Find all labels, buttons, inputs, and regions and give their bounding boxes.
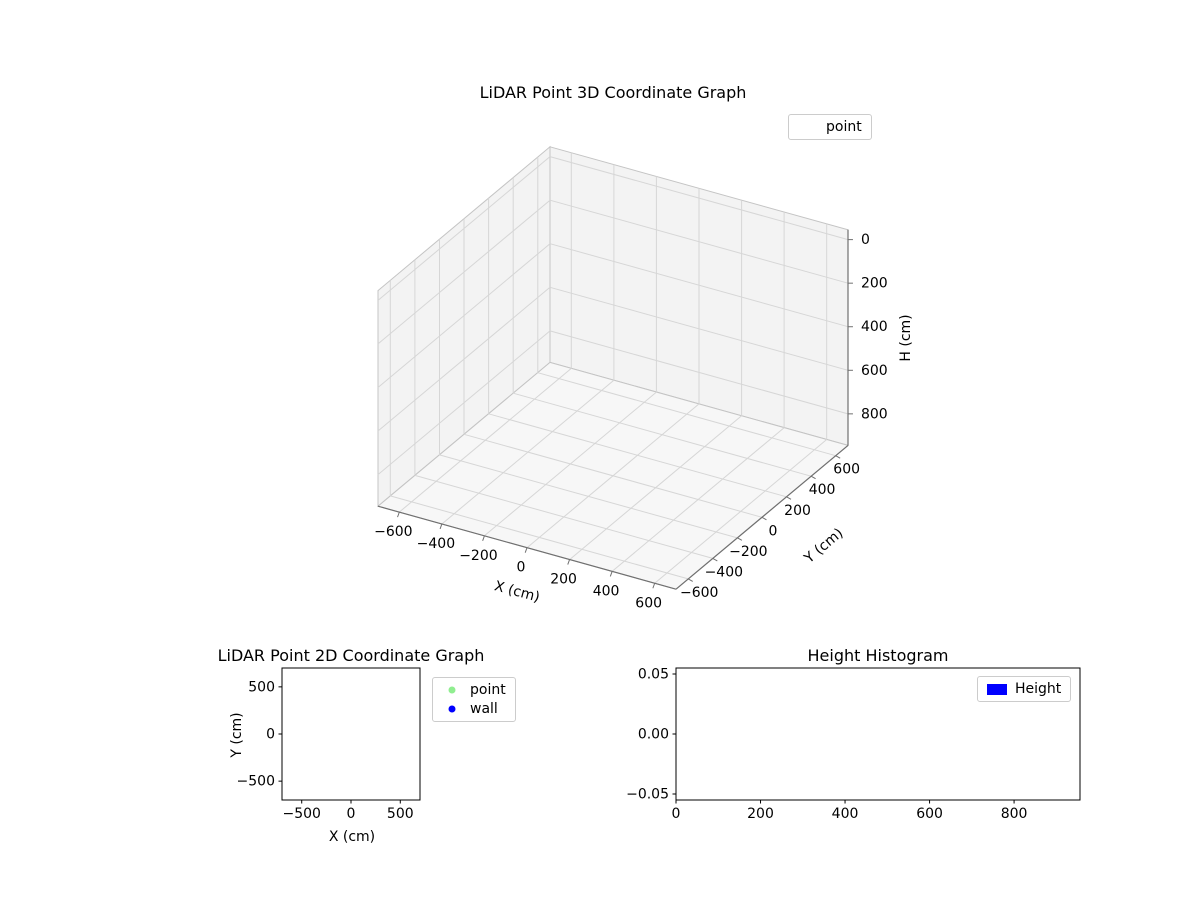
x-tick-label: 200 [550, 572, 577, 588]
legend-item-point: point [442, 682, 506, 698]
point-marker-icon [442, 685, 462, 696]
z-tick-label: 0 [861, 232, 870, 248]
x-tick-label: 0 [347, 806, 356, 822]
legend-handle-empty [798, 122, 818, 133]
x-tick-label: −200 [459, 548, 497, 564]
y-tick [810, 475, 816, 480]
z-gridline [377, 286, 551, 432]
z-gridline [377, 330, 551, 475]
y-tick [835, 455, 841, 459]
chart2d: −500 0 500 −500 0 500 [237, 667, 421, 822]
y-gridline [488, 413, 787, 498]
x-tick-label: 600 [916, 806, 943, 822]
chart3d-legend: point [788, 114, 872, 140]
y-tick [786, 496, 792, 500]
z-tick-label: 400 [861, 319, 888, 335]
x-tick-label: 0 [517, 560, 526, 576]
z-gridline [549, 286, 849, 371]
chart3d-zlabel: H (cm) [898, 314, 914, 362]
y-tick [712, 557, 718, 562]
chart2d-xlabel: X (cm) [328, 829, 376, 845]
x-tick-label: 400 [832, 806, 859, 822]
legend-item-height: Height [987, 681, 1061, 697]
y-tick-label: 0 [768, 523, 777, 539]
blue-rect-icon [987, 683, 1007, 695]
chart2d-title: LiDAR Point 2D Coordinate Graph [217, 646, 485, 665]
legend-label: point [470, 682, 506, 698]
legend-item-point: point [798, 119, 862, 135]
histogram-title: Height Histogram [807, 646, 949, 665]
y-tick-label: −500 [237, 774, 275, 790]
y-tick-label: 500 [248, 679, 275, 695]
z-gridline [377, 199, 551, 345]
y-tick-label: −0.05 [626, 787, 669, 803]
legend-label: Height [1015, 681, 1062, 697]
y-tick-label: 200 [784, 503, 811, 519]
z-gridline [377, 243, 551, 388]
legend-label: point [826, 119, 862, 135]
x-tick [652, 583, 656, 589]
y-tick [687, 578, 693, 582]
y-tick-label: −400 [705, 564, 743, 580]
legend-label: wall [470, 701, 498, 717]
z-tick-label: 800 [861, 406, 888, 422]
y-tick [761, 516, 767, 521]
z-gridline [549, 156, 849, 241]
x-tick [397, 511, 400, 518]
z-gridline [549, 243, 849, 328]
y-tick [737, 537, 743, 541]
y-tick-label: 400 [809, 482, 836, 498]
y-tick-label: 0.05 [638, 667, 669, 683]
x-tick-label: 600 [635, 595, 662, 611]
y-gridline [414, 474, 713, 559]
green-dot-icon [448, 686, 456, 694]
z-gridline [549, 330, 849, 415]
x-tick-label: −400 [417, 536, 455, 552]
y-tick-label: −200 [729, 544, 767, 560]
chart2d-ylabel: Y (cm) [229, 712, 245, 758]
x-tick [482, 535, 485, 542]
z-tick-label: 600 [861, 363, 888, 379]
y-gridline [390, 495, 689, 580]
axes-frame [281, 667, 421, 801]
y-tick-label: 0 [266, 727, 275, 743]
y-tick-label: 600 [833, 462, 860, 478]
x-tick-label: 800 [1001, 806, 1028, 822]
x-tick-label: 0 [672, 806, 681, 822]
chart3d: −600−400−2000200400600−600−400−200020040… [374, 145, 888, 611]
y-tick-label: 0.00 [638, 727, 669, 743]
z-tick-label: 200 [861, 276, 888, 292]
x-tick-label: −600 [374, 524, 412, 540]
z-gridline [377, 156, 551, 301]
x-tick-label: −500 [282, 806, 320, 822]
y-gridline [537, 372, 836, 457]
x-tick-label: 400 [593, 583, 620, 599]
y-gridline [439, 454, 738, 539]
blue-dot-icon [448, 705, 456, 713]
x-tick [439, 523, 443, 530]
legend-item-wall: wall [442, 701, 506, 717]
wall-marker-icon [442, 704, 462, 715]
y-gridline [463, 433, 763, 518]
height-bar-icon [987, 683, 1007, 695]
x-tick [609, 571, 613, 577]
z-gridline [549, 199, 849, 284]
x-tick-label: 200 [747, 806, 774, 822]
y-gridline [513, 392, 812, 477]
histogram-legend: Height [977, 676, 1072, 702]
x-tick [567, 559, 571, 565]
x-tick [524, 547, 528, 553]
chart3d-title: LiDAR Point 3D Coordinate Graph [479, 83, 747, 102]
x-tick-label: 500 [387, 806, 414, 822]
chart2d-legend: point wall [432, 677, 516, 722]
y-tick-label: −600 [680, 585, 718, 601]
